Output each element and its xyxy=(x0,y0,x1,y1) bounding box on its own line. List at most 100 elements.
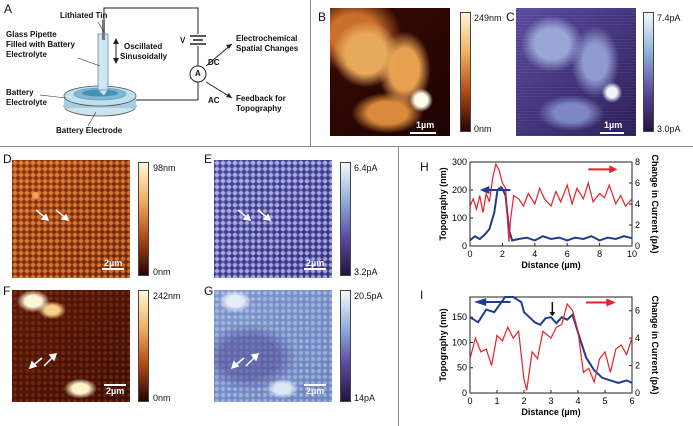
label-pipette-3: Electrolyte xyxy=(6,50,47,59)
panel-label-e: E xyxy=(204,152,213,166)
y-tick-label: 150 xyxy=(452,312,467,322)
feature-marker-arrowhead xyxy=(549,312,556,317)
x-tick-label: 0 xyxy=(467,249,472,259)
colorbar-c-max: 7.4pA xyxy=(657,13,681,23)
scalebar-f xyxy=(104,384,126,386)
colorbar-f xyxy=(138,290,149,402)
schematic-diagram xyxy=(39,7,233,127)
plot-frame xyxy=(469,161,633,247)
colorbar-f-max: 242nm xyxy=(153,291,181,301)
y2-tick-label: 4 xyxy=(635,199,640,209)
current-line xyxy=(469,162,633,242)
colorbar-d-max: 98nm xyxy=(153,163,176,173)
y2-axis-label: Change in Current (pA) xyxy=(650,155,660,254)
current-line xyxy=(469,302,633,391)
x-tick-label: 5 xyxy=(602,396,607,406)
colorbar-b-min: 0nm xyxy=(474,124,492,134)
scalebar-c-label: 1µm xyxy=(604,120,623,130)
y-tick-label: 100 xyxy=(452,337,467,347)
scalebar-b xyxy=(410,132,436,134)
panel-label-i: I xyxy=(420,288,424,302)
label-v: V xyxy=(180,36,186,45)
label-electrochem-2: Spatial Changes xyxy=(236,44,299,53)
panel-label-c: C xyxy=(506,10,515,24)
label-pipette-2: Filled with Battery xyxy=(6,40,75,49)
colorbar-c-min: 3.0pA xyxy=(657,124,681,134)
label-ammeter: A xyxy=(195,69,201,78)
panel-label-h: H xyxy=(420,160,429,174)
colorbar-b-max: 249nm xyxy=(474,13,502,23)
scalebar-b-label: 1µm xyxy=(416,120,435,130)
colorbar-g-min: 14pA xyxy=(354,393,376,403)
colorbar-d xyxy=(138,162,149,276)
x-tick-label: 3 xyxy=(548,396,553,406)
y-tick-label: 0 xyxy=(462,388,467,398)
x-axis-label: Distance (µm) xyxy=(521,407,580,417)
label-battery-electrolyte-2: Electrolyte xyxy=(6,98,47,107)
scalebar-e-label: 2µm xyxy=(306,258,325,268)
label-battery-electrode: Battery Electrode xyxy=(56,126,123,135)
y-tick-label: 200 xyxy=(452,185,467,195)
scalebar-g-label: 2µm xyxy=(306,386,325,396)
label-dc: DC xyxy=(208,58,220,67)
label-pipette-1: Glass Pipette xyxy=(6,30,57,39)
y2-tick-label: 0 xyxy=(635,388,640,398)
current-map-image-c xyxy=(516,8,636,136)
colorbar-e-max: 6.4pA xyxy=(354,163,378,173)
afm-topography-image-b xyxy=(330,8,450,136)
colorbar-f-min: 0nm xyxy=(153,393,171,403)
label-oscillated-1: Oscillated xyxy=(124,42,163,51)
scalebar-c xyxy=(600,132,624,134)
scalebar-g xyxy=(304,384,326,386)
y2-tick-label: 6 xyxy=(635,306,640,316)
colorbar-c xyxy=(643,12,654,132)
y-tick-label: 50 xyxy=(457,363,467,373)
y2-axis-label: Change in Current (pA) xyxy=(650,296,660,395)
colorbar-b xyxy=(460,12,471,132)
x-axis-label: Distance (µm) xyxy=(521,260,580,270)
y2-tick-label: 0 xyxy=(635,241,640,251)
label-lithiated-tin: Lithiated Tin xyxy=(60,11,108,20)
scalebar-f-label: 2µm xyxy=(106,386,125,396)
label-battery-electrolyte-1: Battery xyxy=(6,88,34,97)
y-tick-label: 0 xyxy=(462,241,467,251)
current-map-image-g xyxy=(214,290,332,402)
x-tick-label: 2 xyxy=(521,396,526,406)
colorbar-g-max: 20.5pA xyxy=(354,291,383,301)
x-tick-label: 8 xyxy=(597,249,602,259)
topography-line xyxy=(469,296,633,384)
divider-vertical-top xyxy=(310,0,311,146)
x-tick-label: 1 xyxy=(494,396,499,406)
colorbar-e xyxy=(340,162,351,276)
x-tick-label: 4 xyxy=(532,249,537,259)
colorbar-d-min: 0nm xyxy=(153,267,171,277)
y-tick-label: 100 xyxy=(452,213,467,223)
x-tick-label: 2 xyxy=(500,249,505,259)
scalebar-d xyxy=(102,268,124,270)
topography-axis-arrowhead xyxy=(479,186,490,194)
label-electrochem-1: Electrochemical xyxy=(236,34,298,43)
y2-tick-label: 8 xyxy=(635,157,640,167)
current-axis-arrowhead xyxy=(606,298,616,307)
current-map-image-e xyxy=(214,160,332,278)
x-tick-label: 10 xyxy=(627,249,637,259)
label-feedback-2: Topography xyxy=(236,104,282,113)
panel-label-f: F xyxy=(3,284,11,298)
divider-vertical-bottom xyxy=(398,147,399,426)
scalebar-d-label: 2µm xyxy=(104,258,123,268)
afm-topography-image-f xyxy=(12,290,130,402)
y-tick-label: 300 xyxy=(452,157,467,167)
y2-tick-label: 2 xyxy=(635,361,640,371)
panel-label-d: D xyxy=(3,152,12,166)
y2-tick-label: 4 xyxy=(635,333,640,343)
topography-axis-arrowhead xyxy=(474,298,487,307)
y2-tick-label: 2 xyxy=(635,220,640,230)
divider-horizontal xyxy=(0,146,693,147)
current-axis-arrowhead xyxy=(609,165,618,174)
label-oscillated-2: Sinusoidally xyxy=(120,52,168,61)
topography-line xyxy=(469,185,633,242)
label-ac: AC xyxy=(208,96,220,105)
y-axis-label: Topography (nm) xyxy=(438,167,448,240)
panel-label-a: A xyxy=(4,2,13,16)
